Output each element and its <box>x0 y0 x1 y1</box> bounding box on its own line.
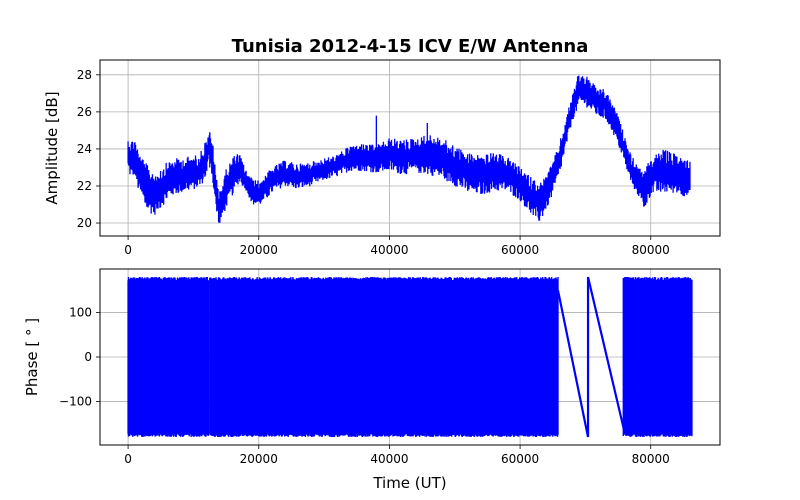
phase-y-axis-label: Phase [ ° ] <box>23 318 41 396</box>
y-tick-label: −100 <box>59 394 92 408</box>
x-tick-label: 80000 <box>632 452 670 466</box>
phase-dense-region <box>622 277 693 437</box>
amplitude-axes-frame <box>99 59 721 237</box>
x-tick-label: 60000 <box>501 452 539 466</box>
y-tick-label: 26 <box>77 105 92 119</box>
x-tick-label: 0 <box>124 243 132 257</box>
x-tick-label: 40000 <box>370 452 408 466</box>
phase-panel: 0 20000 40000 60000 80000 −100 0 100 Phase [ ° … <box>23 268 721 492</box>
y-tick-label: 24 <box>77 142 92 156</box>
amplitude-panel: 0 20000 40000 60000 80000 20 22 24 26 28 Amplitud… <box>43 59 721 257</box>
phase-ticks: 0 20000 40000 60000 80000 −100 0 100 <box>59 306 670 466</box>
phase-dense-region <box>209 277 559 437</box>
phase-dense-region <box>127 277 210 437</box>
x-tick-label: 60000 <box>501 243 539 257</box>
phase-ramp-line <box>586 276 626 433</box>
chart-title: Tunisia 2012-4-15 ICV E/W Antenna <box>232 36 589 57</box>
time-x-axis-label: Time (UT) <box>372 474 446 492</box>
x-tick-label: 80000 <box>632 243 670 257</box>
y-tick-label: 20 <box>77 216 92 230</box>
phase-ramp-line <box>556 290 590 438</box>
amplitude-series <box>127 75 691 223</box>
y-tick-label: 28 <box>77 68 92 82</box>
y-tick-label: 100 <box>69 306 92 320</box>
amplitude-y-axis-label: Amplitude [dB] <box>43 91 61 204</box>
y-tick-label: 22 <box>77 179 92 193</box>
x-tick-label: 40000 <box>370 243 408 257</box>
amplitude-ticks: 0 20000 40000 60000 80000 20 22 24 26 28 <box>77 68 670 257</box>
amplitude-line <box>127 75 691 223</box>
phase-ramp-line <box>623 276 627 433</box>
phase-series <box>127 276 693 438</box>
x-tick-label: 20000 <box>240 243 278 257</box>
y-tick-label: 0 <box>84 350 92 364</box>
x-tick-label: 0 <box>124 452 132 466</box>
x-tick-label: 20000 <box>240 452 278 466</box>
